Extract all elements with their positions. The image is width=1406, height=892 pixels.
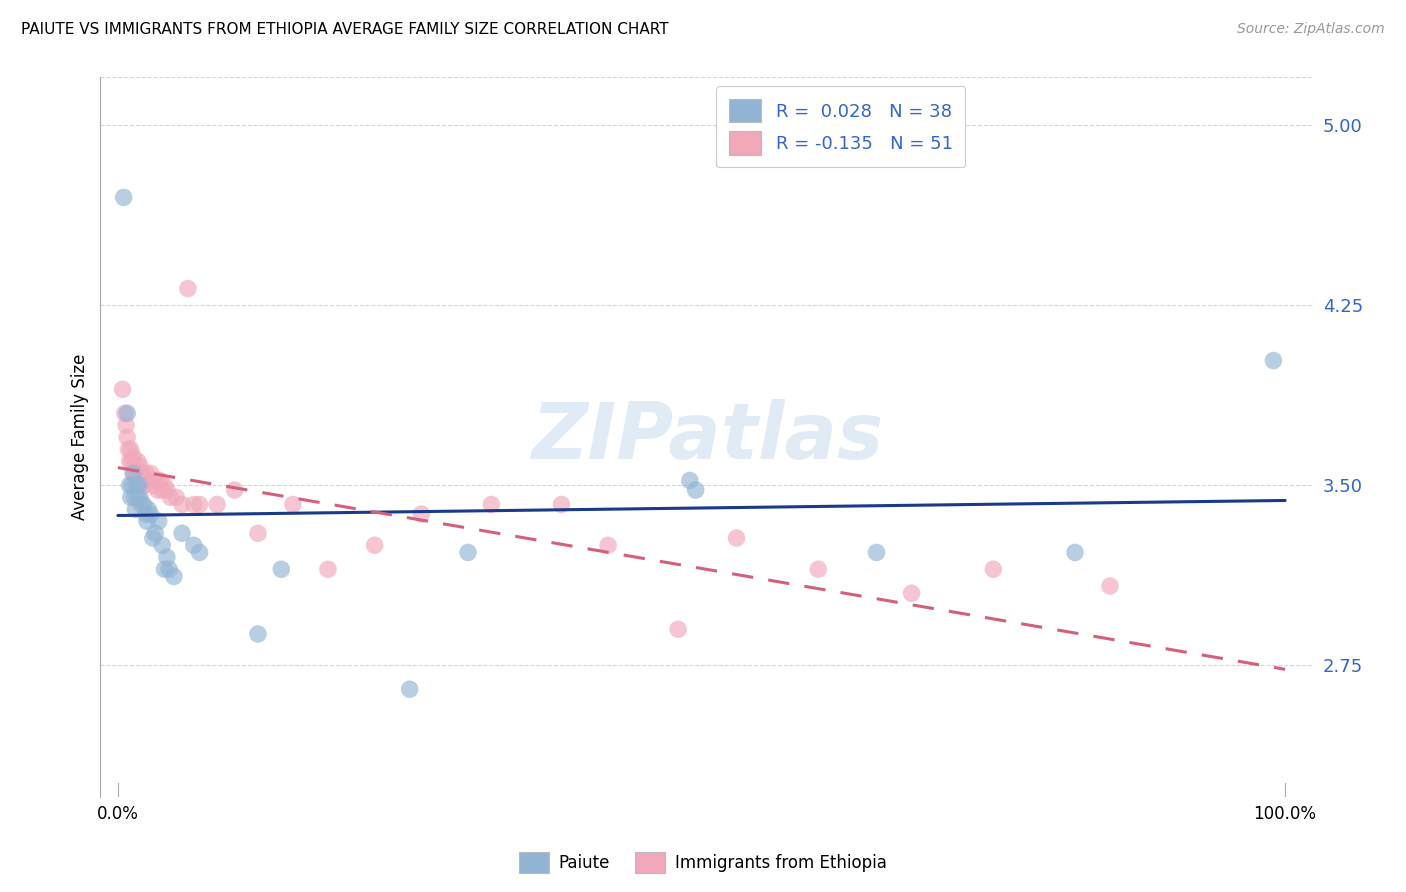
Point <box>177 281 200 295</box>
Point <box>900 586 922 600</box>
Point <box>136 514 159 528</box>
Point <box>398 682 420 697</box>
Point <box>139 507 162 521</box>
Point <box>125 467 148 481</box>
Point <box>129 498 152 512</box>
Point <box>188 545 211 559</box>
Point <box>121 478 143 492</box>
Point <box>135 507 157 521</box>
Point <box>981 562 1004 576</box>
Point <box>1263 353 1285 368</box>
Point <box>479 498 502 512</box>
Point <box>118 454 141 468</box>
Point <box>205 498 228 512</box>
Point <box>122 467 145 481</box>
Point <box>127 454 149 468</box>
Point <box>281 498 304 512</box>
Point <box>246 627 269 641</box>
Point <box>183 498 205 512</box>
Point <box>598 538 620 552</box>
Point <box>165 490 187 504</box>
Point <box>679 474 702 488</box>
Point <box>131 474 153 488</box>
Point <box>170 526 193 541</box>
Point <box>136 474 159 488</box>
Point <box>550 498 572 512</box>
Point <box>1064 545 1087 559</box>
Legend: Paiute, Immigrants from Ethiopia: Paiute, Immigrants from Ethiopia <box>512 846 894 880</box>
Point <box>122 450 145 464</box>
Point <box>129 467 152 481</box>
Point <box>129 459 152 474</box>
Legend: R =  0.028   N = 38, R = -0.135   N = 51: R = 0.028 N = 38, R = -0.135 N = 51 <box>716 87 966 167</box>
Point <box>142 531 165 545</box>
Point <box>129 490 152 504</box>
Point <box>157 562 180 576</box>
Point <box>1098 579 1121 593</box>
Point <box>124 459 146 474</box>
Point <box>121 454 143 468</box>
Point <box>150 538 173 552</box>
Point <box>153 562 176 576</box>
Point <box>163 569 186 583</box>
Point <box>363 538 385 552</box>
Point <box>115 406 138 420</box>
Point <box>139 467 162 481</box>
Point <box>135 467 157 481</box>
Point <box>807 562 830 576</box>
Point <box>124 502 146 516</box>
Point <box>114 406 136 420</box>
Point <box>170 498 193 512</box>
Point <box>457 545 479 559</box>
Point <box>865 545 887 559</box>
Point <box>503 809 526 823</box>
Point <box>150 483 173 497</box>
Point <box>725 531 748 545</box>
Point <box>128 478 150 492</box>
Point <box>122 467 145 481</box>
Point <box>143 526 166 541</box>
Point <box>148 514 170 528</box>
Text: PAIUTE VS IMMIGRANTS FROM ETHIOPIA AVERAGE FAMILY SIZE CORRELATION CHART: PAIUTE VS IMMIGRANTS FROM ETHIOPIA AVERA… <box>21 22 669 37</box>
Text: ZIPatlas: ZIPatlas <box>531 400 883 475</box>
Point <box>115 418 138 433</box>
Point <box>153 478 176 492</box>
Point <box>270 562 292 576</box>
Point <box>117 442 139 457</box>
Point <box>142 478 165 492</box>
Point <box>159 490 181 504</box>
Point <box>115 430 138 444</box>
Point <box>122 490 145 504</box>
Point <box>143 474 166 488</box>
Point <box>411 507 433 521</box>
Point <box>156 483 179 497</box>
Point <box>666 622 689 636</box>
Point <box>156 550 179 565</box>
Y-axis label: Average Family Size: Average Family Size <box>72 354 89 520</box>
Point <box>136 502 159 516</box>
Point <box>188 498 211 512</box>
Point <box>120 490 142 504</box>
Text: Source: ZipAtlas.com: Source: ZipAtlas.com <box>1237 22 1385 37</box>
Point <box>183 538 205 552</box>
Point <box>149 474 172 488</box>
Point <box>246 526 269 541</box>
Point <box>316 562 339 576</box>
Point <box>128 467 150 481</box>
Point <box>112 190 135 204</box>
Point <box>132 498 155 512</box>
Point <box>685 483 707 497</box>
Point <box>120 442 142 457</box>
Point <box>224 483 246 497</box>
Point <box>125 478 148 492</box>
Point <box>132 478 155 492</box>
Point <box>118 478 141 492</box>
Point <box>127 490 149 504</box>
Point <box>111 382 134 396</box>
Point <box>146 483 169 497</box>
